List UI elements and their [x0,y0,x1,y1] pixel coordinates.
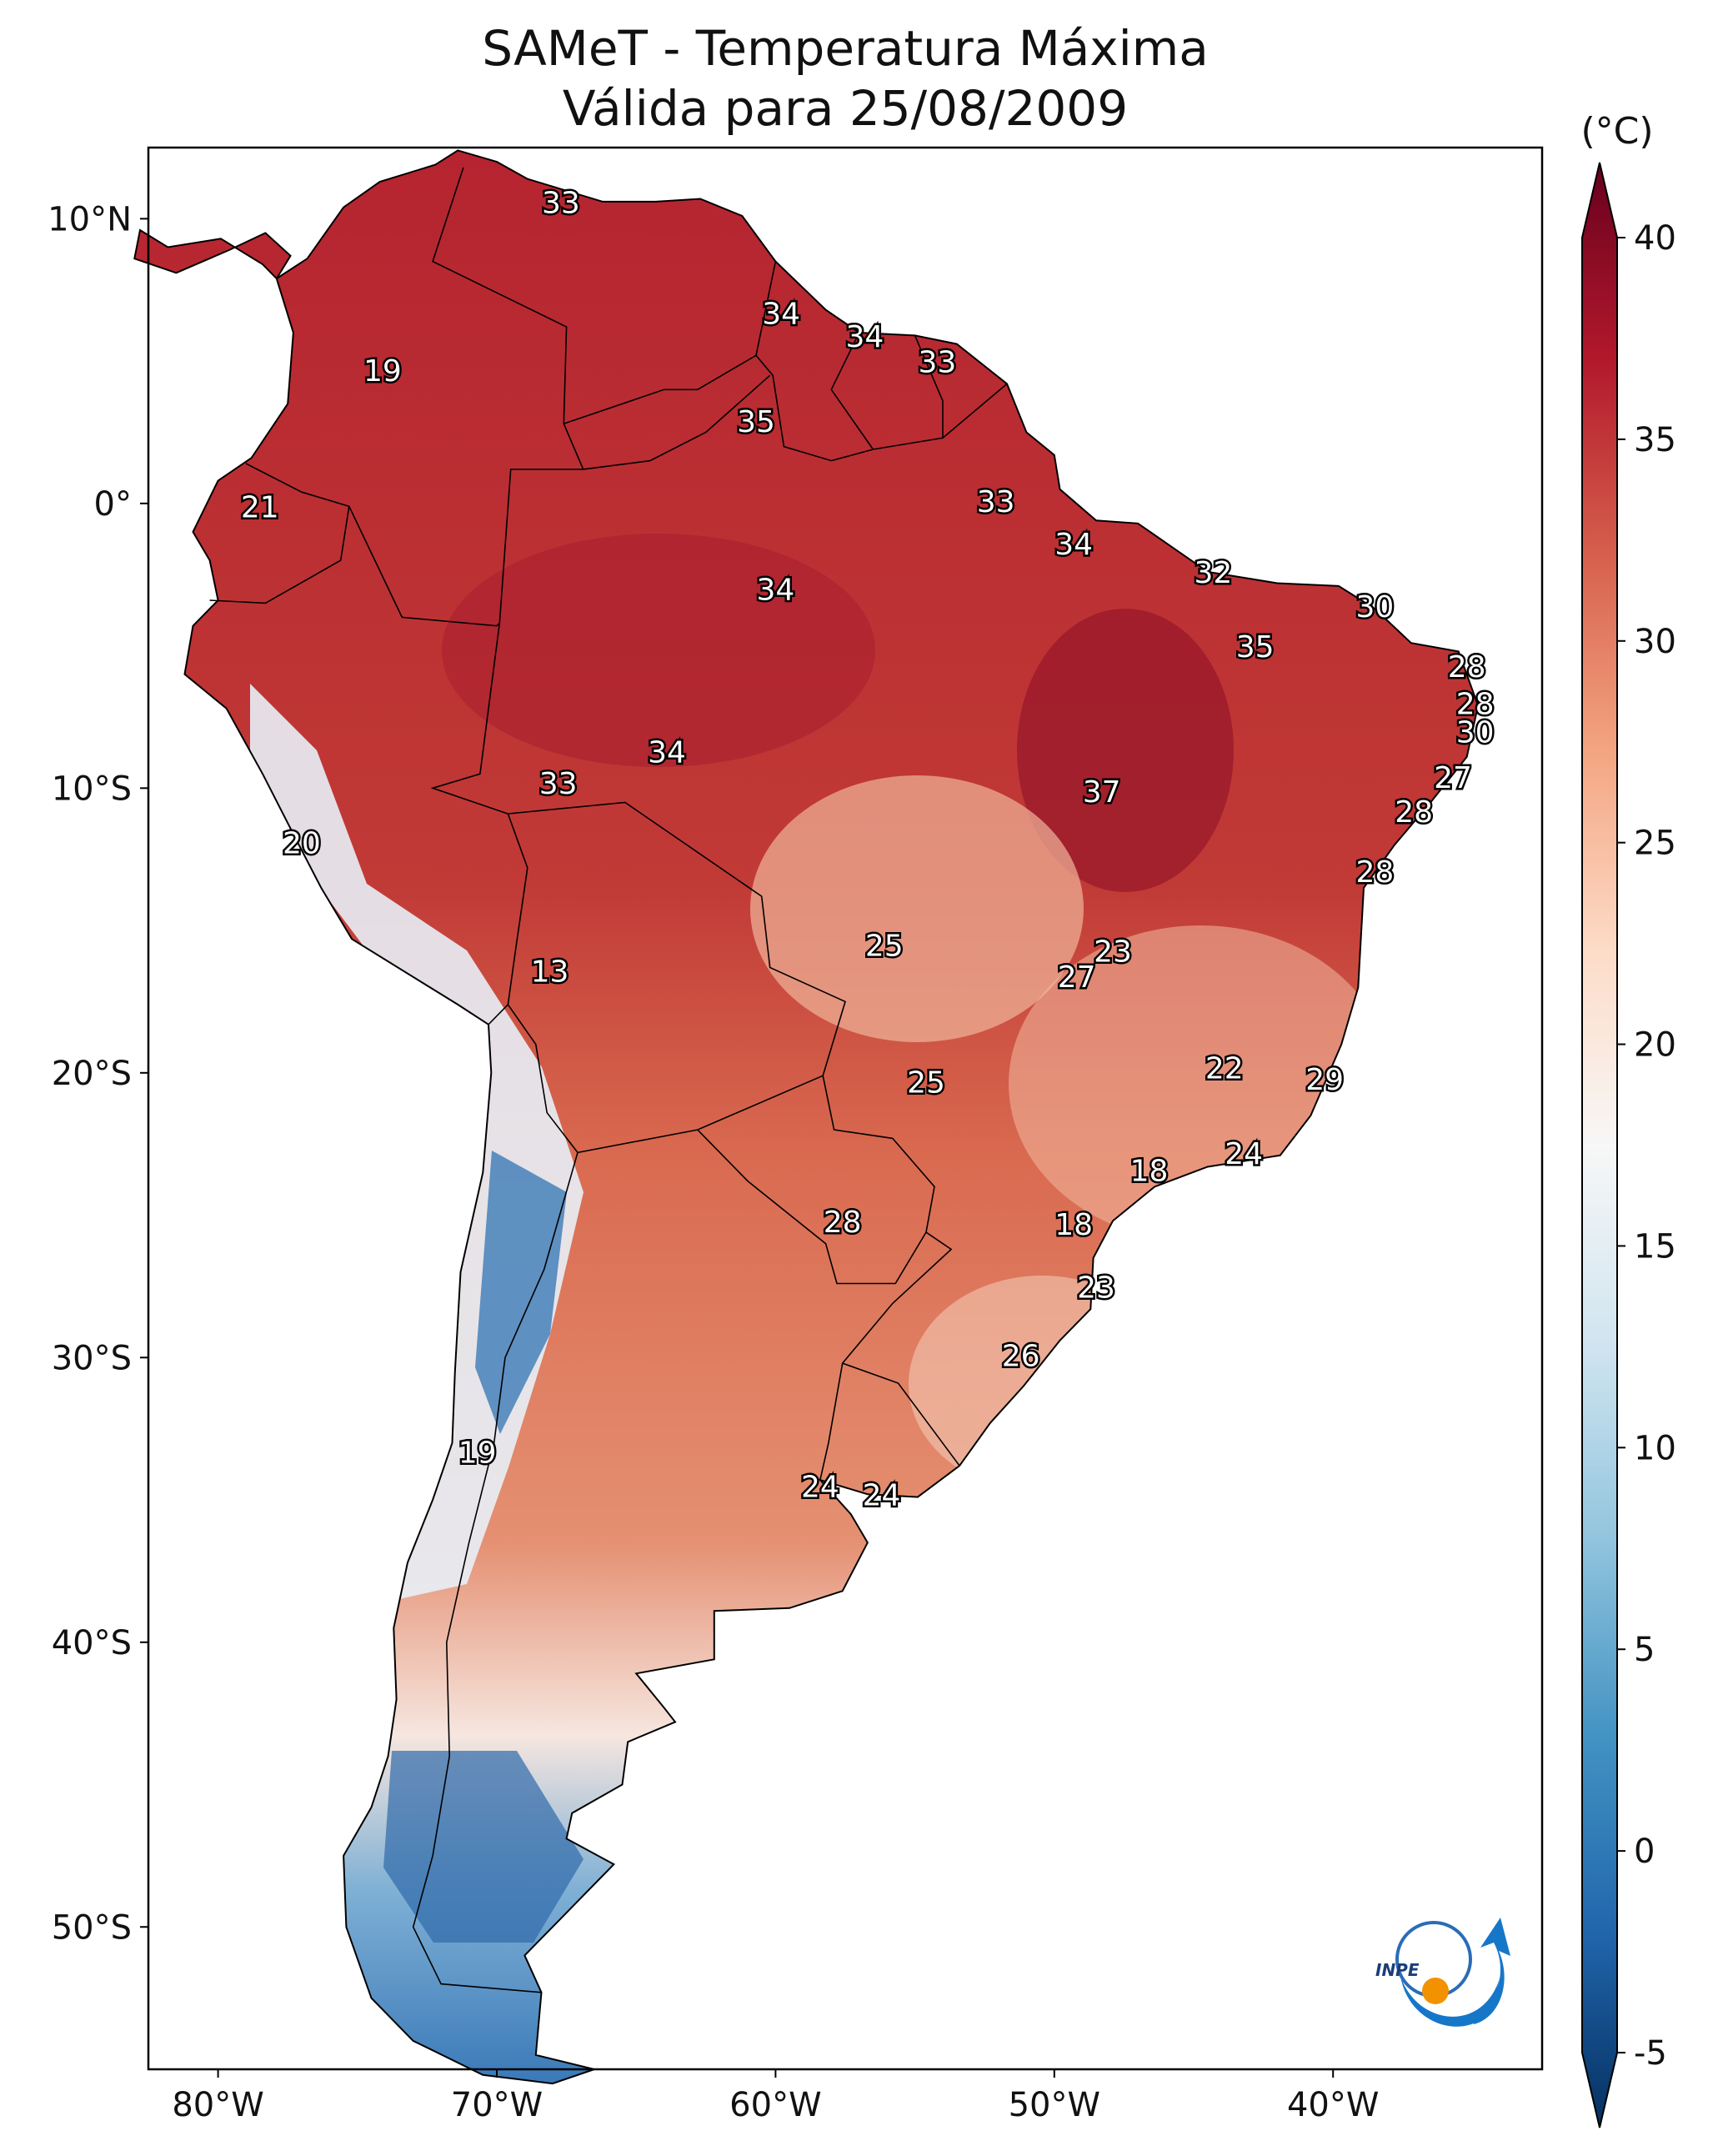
city-value-label: 24 [801,1470,839,1504]
city-value-label: 13 [531,955,569,989]
colorbar-tick-label: -5 [1634,2034,1667,2073]
border-line [755,261,1008,462]
border-line [209,463,350,604]
city-value-label: 18 [1130,1154,1169,1188]
city-value-label: 20 [283,827,321,861]
city-value-label: 29 [1305,1063,1344,1097]
logo-sun-icon [1422,1978,1449,2004]
border-line [842,1362,960,1467]
border-line [430,623,528,1025]
city-value-label: 26 [1002,1339,1040,1373]
city-value-label: 19 [363,354,402,389]
border-line [412,1152,579,1993]
lat-tick-label: 0° [94,485,132,524]
city-value-label: 28 [1448,650,1486,684]
city-value-label: 34 [1054,528,1093,562]
city-value-label: 28 [824,1206,862,1240]
city-value-label: 23 [1077,1271,1115,1305]
longitude-axis: 80°W 70°W 60°W 50°W 40°W [172,2069,1379,2124]
city-value-label: 32 [1194,556,1232,590]
colorbar-tick-label: 10 [1634,1429,1676,1467]
lat-tick-label: 30°S [52,1339,132,1377]
border-line [402,616,500,627]
city-value-label: 30 [1456,716,1495,750]
latitude-axis: 10°N 0° 10°S 20°S 30°S 40°S 50°S [48,200,148,1947]
logo-swoosh-icon [1400,1976,1500,2027]
colorbar-tick-label: 35 [1634,421,1676,459]
city-value-label: 33 [539,767,578,801]
lon-tick-label: 80°W [172,2086,263,2124]
lat-tick-label: 10°S [52,770,132,808]
city-value-label: 19 [458,1436,497,1470]
city-value-label: 28 [1456,687,1495,721]
title-line-1: SAMeT - Temperatura Máxima [482,20,1209,77]
city-value-label: 25 [865,930,904,964]
lon-tick-label: 50°W [1009,2086,1100,2124]
city-value-label: 21 [241,491,279,525]
city-value-label: 33 [977,485,1015,519]
temperature-field [134,150,1479,2084]
lat-tick-label: 10°N [48,200,132,238]
country-borders [209,167,1008,1993]
city-value-label: 34 [762,298,800,332]
city-value-label: 33 [542,186,580,220]
city-value-label: 34 [648,735,686,770]
logo-arrow-icon [1474,1918,1510,2024]
border-line [563,354,757,424]
lon-tick-label: 70°W [451,2086,543,2124]
colorbar-tick-label: 20 [1634,1026,1676,1065]
city-value-label: 23 [1094,935,1132,969]
cool-area-central-brazil [750,775,1084,1042]
patagonia-cold-core [383,1751,584,1943]
city-value-label: 24 [863,1479,901,1513]
lon-tick-label: 60°W [729,2086,821,2124]
city-value-label: 24 [1225,1137,1263,1171]
border-line [348,505,403,618]
colorbar-tick-label: 15 [1634,1227,1676,1266]
colorbar-tick-label: 25 [1634,825,1676,863]
city-value-label: 18 [1054,1208,1093,1242]
lat-tick-label: 40°S [52,1624,132,1662]
colorbar: 40 35 30 25 20 15 10 5 0 -5 (°C) [1580,110,1676,2128]
hot-core-amazon [442,534,875,767]
lon-tick-label: 40°W [1287,2086,1379,2124]
border-line [914,335,944,439]
inpe-logo: INPE [1375,1918,1510,2027]
city-value-label: 27 [1434,761,1472,795]
map-frame [147,146,1544,2071]
city-value-label: 35 [737,405,775,439]
colorbar-tick-label: 0 [1634,1833,1655,1871]
city-value-label: 34 [845,320,884,354]
logo-text: INPE [1375,1960,1420,1980]
map-area [133,146,1544,2085]
city-value-label: 25 [907,1066,945,1101]
city-value-label: 35 [1236,630,1275,664]
colorbar-ticks: 40 35 30 25 20 15 10 5 0 -5 [1617,219,1676,2073]
city-value-label: 34 [756,574,794,608]
city-value-label: 28 [1395,795,1433,830]
border-line [830,332,874,450]
colorbar-body [1581,162,1618,2128]
title-line-2: Válida para 25/08/2009 [562,80,1129,137]
lat-tick-label: 50°S [52,1908,132,1947]
map-title: SAMeT - Temperatura Máxima Válida para 2… [148,18,1542,138]
colorbar-tick-label: 40 [1634,219,1676,258]
hot-core-tocantins [1017,609,1234,892]
city-value-label: 33 [918,346,956,380]
colorbar-tick-label: 30 [1634,623,1676,661]
andes-cold-core [475,1151,567,1434]
border-line [697,1129,927,1285]
city-value-label: 37 [1083,775,1121,810]
colorbar-unit: (°C) [1580,110,1653,153]
city-value-label: 30 [1355,590,1394,624]
city-value-label: 27 [1058,960,1096,995]
city-value-label: 22 [1205,1051,1244,1086]
colorbar-tick-label: 5 [1634,1631,1655,1669]
border-line [819,1075,953,1481]
lat-tick-label: 20°S [52,1055,132,1093]
border-line [583,374,771,470]
city-value-label: 28 [1355,855,1394,890]
